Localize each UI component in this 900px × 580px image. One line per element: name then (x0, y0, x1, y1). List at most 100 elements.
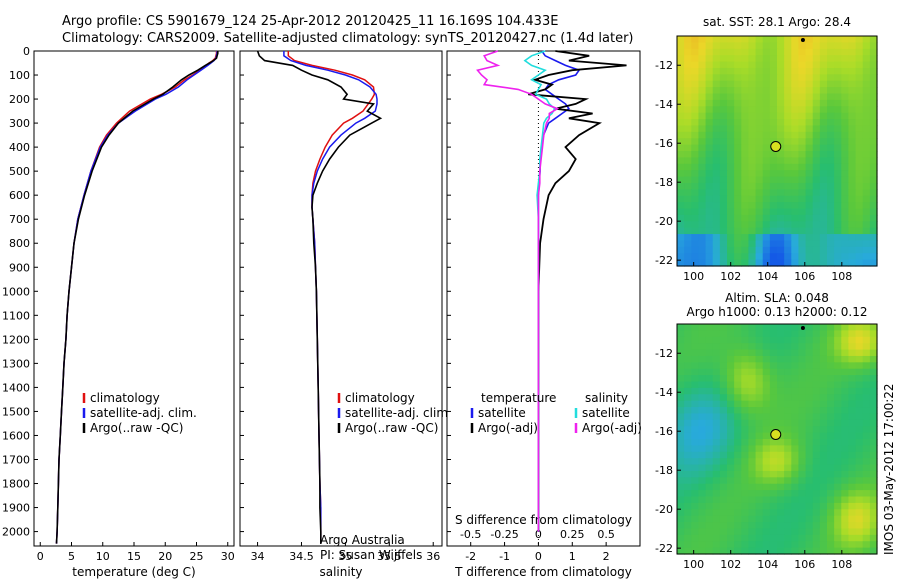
map-cell (841, 336, 850, 344)
map-cell (727, 522, 735, 530)
map-cell (798, 42, 807, 50)
map-cell (719, 61, 728, 69)
map-cell (769, 439, 778, 446)
map-cell (727, 381, 735, 389)
map-cell (841, 432, 850, 440)
map-cell (848, 125, 857, 133)
map-cell (855, 67, 864, 75)
map-cell (827, 119, 835, 127)
map-cell (827, 464, 835, 472)
map-cell (812, 336, 821, 344)
map-cell (684, 451, 692, 459)
map-cell (734, 458, 742, 466)
map-cell (869, 227, 878, 235)
map-cell (834, 394, 842, 402)
map-cell (712, 144, 721, 152)
map-cell (719, 483, 728, 491)
map-cell (862, 445, 871, 453)
map-cell (698, 74, 707, 82)
map-cell (741, 67, 750, 75)
map-cell (677, 483, 685, 491)
map-cell (769, 336, 778, 344)
map-cell (705, 528, 714, 536)
map-cell (677, 125, 685, 133)
map-cell (727, 502, 735, 510)
map-cell (791, 253, 800, 261)
map-cell (727, 324, 735, 331)
map-cell (705, 61, 714, 69)
map-cell (827, 55, 835, 63)
map-cell (791, 394, 800, 402)
map-cell (748, 42, 757, 50)
map-cell (727, 432, 735, 440)
map-cell (705, 234, 714, 242)
map-cell (812, 483, 821, 491)
map-cell (805, 387, 814, 395)
map-cell (812, 182, 821, 190)
map-cell (855, 330, 864, 338)
map-cell (805, 195, 814, 203)
map-cell (712, 502, 721, 510)
map-cell (805, 253, 814, 261)
map-cell (784, 343, 792, 351)
map-cell (719, 547, 728, 555)
map-cell (691, 214, 700, 222)
map-cell (848, 400, 857, 408)
map-cell (677, 387, 685, 395)
map-cell (777, 407, 785, 415)
map-cell (762, 189, 771, 197)
map-cell (819, 419, 828, 427)
map-cell (698, 355, 707, 363)
map-cell (791, 112, 800, 120)
map-cell (777, 502, 785, 510)
map-cell (719, 419, 728, 427)
map-cell (805, 67, 814, 75)
map-cell (748, 195, 757, 203)
map-cell (841, 80, 850, 88)
map-cell (712, 458, 721, 466)
map-cell (819, 55, 828, 63)
map-cell (719, 182, 728, 190)
map-cell (784, 368, 792, 376)
map-x-tick-label: 106 (794, 270, 815, 283)
map-cell (691, 202, 700, 210)
map-cell (748, 330, 757, 338)
map-cell (748, 36, 757, 43)
map-cell (698, 195, 707, 203)
map-cell (712, 67, 721, 75)
map-y-tick-label: -22 (655, 542, 673, 555)
map-x-tick-label: 100 (683, 270, 704, 283)
map-cell (719, 458, 728, 466)
depth-tick-label: 600 (9, 189, 30, 202)
map-cell (755, 240, 764, 248)
map-cell (769, 61, 778, 69)
depth-tick-label: 400 (9, 141, 30, 154)
map-cell (834, 163, 842, 171)
map-cell (784, 330, 792, 338)
map-cell (841, 67, 850, 75)
map-cell (855, 496, 864, 504)
map-cell (855, 163, 864, 171)
map-cell (741, 48, 750, 56)
map-cell (762, 74, 771, 82)
map-cell (812, 163, 821, 171)
map-cell (784, 496, 792, 504)
map-cell (805, 509, 814, 517)
map-cell (819, 432, 828, 440)
map-cell (734, 534, 742, 542)
map-cell (719, 48, 728, 56)
map-cell (727, 330, 735, 338)
map-cell (755, 534, 764, 542)
map-cell (819, 93, 828, 101)
top-axis-label: S difference from climatology (455, 513, 632, 527)
map-cell (869, 330, 878, 338)
map-cell (841, 246, 850, 254)
map-cell (691, 496, 700, 504)
map-cell (677, 343, 685, 351)
map-cell (691, 394, 700, 402)
map-cell (705, 36, 714, 43)
map-cell (784, 131, 792, 139)
map-cell (827, 445, 835, 453)
map-cell (741, 151, 750, 158)
map-cell (712, 189, 721, 197)
